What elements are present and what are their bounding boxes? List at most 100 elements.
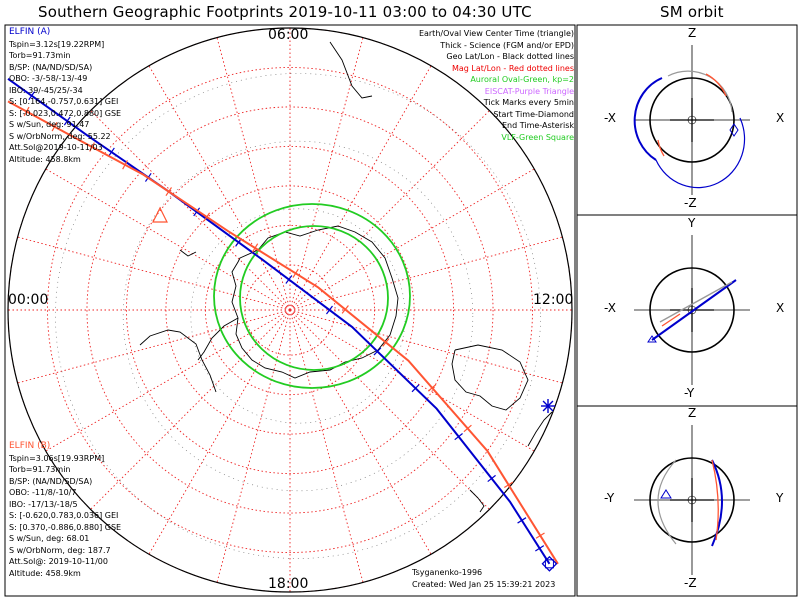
elfin-a-track — [7, 77, 551, 565]
elfin-a-tick — [63, 118, 71, 124]
elfin-b-tick — [203, 214, 211, 220]
elfin-b-tick — [251, 245, 259, 251]
clock-label-bottom: 18:00 — [268, 576, 309, 592]
mag-longitude-line — [289, 309, 432, 555]
sm-axis-label-top: Y — [688, 216, 696, 230]
sm-yz-earth — [649, 457, 735, 543]
elfin-a-info-line: Tspin=3.12s[19.22RPM] — [9, 39, 105, 49]
earth-limb — [7, 27, 573, 593]
elfin-a-tick — [455, 433, 462, 441]
elfin-b-tick — [50, 124, 59, 130]
elfin-b-tick — [537, 531, 543, 540]
mag-longitude-line — [17, 309, 291, 384]
mag-longitude-line — [216, 309, 291, 583]
end-square — [544, 559, 554, 569]
clock-label-left: 00:00 — [8, 292, 49, 308]
sm-xz-orbit-a — [633, 77, 663, 161]
mag-longitude-line — [289, 168, 535, 311]
sm-xy-triangle — [647, 335, 657, 343]
elfin-b-info-line: Torb=91.73min — [9, 465, 71, 474]
sm-yz-orbit-a — [711, 459, 723, 547]
elfin-b-info-line: S: [-0.620,0.783,0.036] GEI — [9, 511, 119, 520]
mag-longitude-line — [289, 37, 364, 311]
mag-latitude-circle — [86, 106, 494, 514]
credit-author: Tsyganenko-1996 — [412, 568, 483, 577]
map-group — [7, 27, 573, 593]
mag-longitude-line — [90, 309, 291, 510]
antarctic-peninsula — [197, 317, 239, 361]
mag-longitude-line — [17, 236, 291, 311]
legend-entry: Geo Lat/Lon - Black dotted lines — [446, 52, 574, 61]
legend: Earth/Oval View Center Time (triangle) Th… — [419, 28, 574, 143]
elfin-b-info-line: S w/OrbNorm, deg: 187.7 — [9, 545, 111, 555]
mag-longitude-line — [45, 168, 291, 311]
mag-longitude-line — [289, 309, 364, 583]
elfin-b-info: ELFIN (B) Tspin=3.06s[19.93RPM] Torb=91.7… — [9, 441, 121, 579]
mag-longitude-line — [45, 309, 291, 452]
elfin-b-tick — [291, 270, 300, 276]
elfin-a-info-line: OBO: -3/-58/-13/-49 — [9, 74, 88, 83]
auroral-oval-outer — [213, 203, 411, 389]
mag-longitude-line — [289, 236, 563, 311]
elfin-b-tick — [505, 481, 512, 489]
sm-axis-label-left: -Y — [604, 491, 615, 505]
elfin-a-tick — [325, 307, 334, 313]
new-zealand-coast — [527, 411, 553, 447]
legend-entry: Auroral Oval-Green, kp=2 — [470, 75, 574, 84]
elfin-a-info-line: S: [0.164,-0.757,0.631] GEI — [9, 97, 119, 106]
sm-yz-earth-core — [687, 495, 697, 505]
elfin-b-info-line: Att.Sol@: 2019-10-11/00 — [9, 557, 108, 566]
elfin-a-info-line: Altitude: 458.8km — [9, 154, 81, 164]
mag-longitude-line — [289, 309, 490, 510]
elfin-a-tick — [193, 209, 201, 215]
elfin-a-tick — [488, 474, 495, 483]
elfin-a-name: ELFIN (A) — [9, 27, 51, 37]
elfin-b-info-line: IBO: -17/13/-18/5 — [9, 499, 78, 509]
legend-entry: Earth/Oval View Center Time (triangle) — [418, 29, 574, 38]
clock-label-right: 12:00 — [533, 292, 574, 308]
elfin-a-info-line: Att.Sol@2019-10-11/03 — [9, 143, 103, 152]
mag-longitude-line — [289, 309, 563, 384]
elfin-a-tick — [374, 348, 381, 355]
credit-created: Created: Wed Jan 25 15:39:21 2023 — [412, 580, 556, 589]
sm-yz-orbit-b-science — [711, 459, 719, 541]
sm-axis-label-right: X — [776, 301, 785, 315]
island-coast — [179, 249, 197, 257]
legend-entry: VLF-Green Square — [501, 132, 574, 142]
elfin-a-info-line: Torb=91.73min — [9, 51, 71, 60]
elfin-a-tick — [234, 239, 243, 246]
clock-label-top: 06:00 — [268, 27, 309, 43]
elfin-b-track — [7, 100, 559, 565]
sm-axis-label-bottom: -Y — [684, 386, 695, 400]
sm-xz-start-diamond — [729, 123, 739, 137]
legend-entry: Tick Marks every 5min — [483, 98, 574, 107]
elfin-a-info-line: S w/Sun, deg: 91.47 — [9, 120, 90, 129]
elfin-a-tick — [285, 276, 293, 283]
geo-latitude-circle — [55, 73, 541, 559]
elfin-b-tick — [382, 339, 390, 346]
auroral-oval-inner — [239, 225, 389, 371]
mag-longitude-line — [289, 65, 432, 311]
sm-xy-orbit-a — [651, 279, 737, 341]
end-diamond — [541, 555, 558, 572]
elfin-b-info-line: S w/Sun, deg: 68.01 — [9, 534, 90, 543]
elfin-a-info-line: S: [-0.023,0.472,0.880] GSE — [9, 108, 122, 118]
view-center-triangle — [152, 206, 168, 223]
africa-coast — [329, 41, 373, 99]
south-america-coast — [139, 329, 217, 393]
mag-longitude-line — [289, 309, 535, 452]
end-asterisk — [542, 400, 554, 412]
elfin-a-tick — [412, 385, 419, 392]
australia-coast — [451, 344, 529, 411]
mag-latitude-circle — [125, 145, 455, 475]
elfin-a-info: ELFIN (A) Tspin=3.12s[19.22RPM] Torb=91.7… — [9, 27, 121, 165]
geo-latitude-circle — [190, 208, 406, 424]
sm-xy-orbit-b — [659, 281, 733, 323]
geo-latitude-circle — [122, 140, 474, 492]
sm-xz-orbit-b-science — [705, 73, 727, 97]
legend-entry: End Time-Asterisk — [501, 121, 574, 130]
sm-axis-label-top: Z — [688, 26, 697, 40]
elfin-b-tick — [22, 109, 31, 114]
legend-entry: Thick - Science (FGM and/or EPD) — [440, 40, 574, 50]
